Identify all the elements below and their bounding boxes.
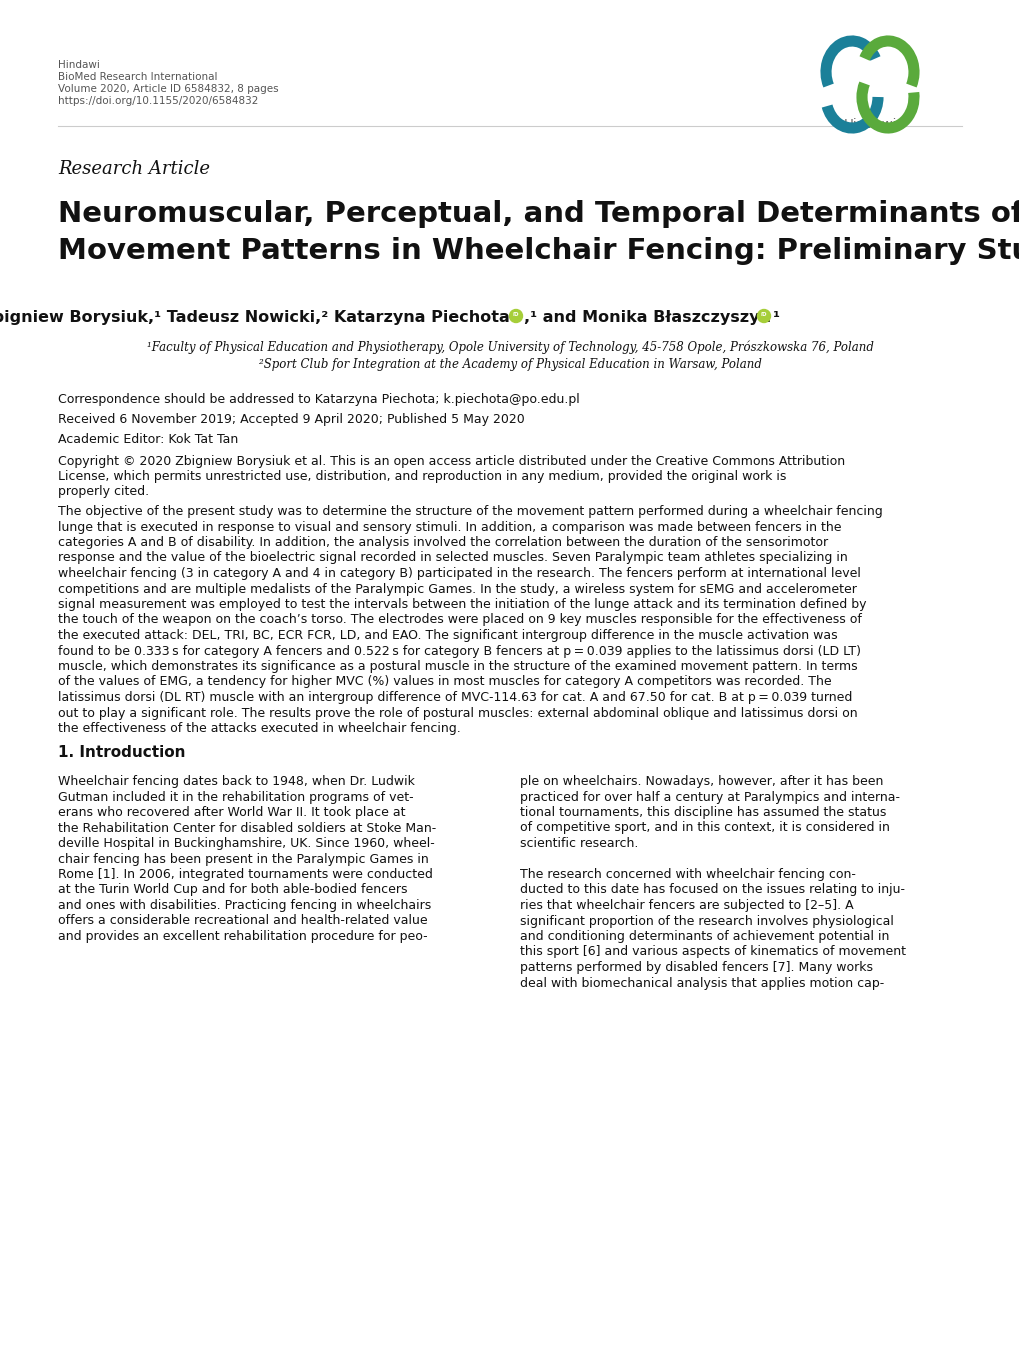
Text: tional tournaments, this discipline has assumed the status: tional tournaments, this discipline has …: [520, 806, 886, 819]
Text: and provides an excellent rehabilitation procedure for peo-: and provides an excellent rehabilitation…: [58, 930, 427, 942]
Text: deville Hospital in Buckinghamshire, UK. Since 1960, wheel-: deville Hospital in Buckinghamshire, UK.…: [58, 836, 434, 850]
Text: Wheelchair fencing dates back to 1948, when Dr. Ludwik: Wheelchair fencing dates back to 1948, w…: [58, 775, 415, 787]
Text: deal with biomechanical analysis that applies motion cap-: deal with biomechanical analysis that ap…: [520, 976, 883, 990]
Text: the effectiveness of the attacks executed in wheelchair fencing.: the effectiveness of the attacks execute…: [58, 722, 461, 734]
Text: offers a considerable recreational and health-related value: offers a considerable recreational and h…: [58, 914, 427, 928]
Text: the Rehabilitation Center for disabled soldiers at Stoke Man-: the Rehabilitation Center for disabled s…: [58, 821, 436, 835]
Text: the executed attack: DEL, TRI, BC, ECR FCR, LD, and EAO. The significant intergr: the executed attack: DEL, TRI, BC, ECR F…: [58, 628, 837, 642]
Text: Zbigniew Borysiuk,¹ Tadeusz Nowicki,² Katarzyna Piechota: Zbigniew Borysiuk,¹ Tadeusz Nowicki,² Ka…: [0, 310, 510, 325]
Text: and ones with disabilities. Practicing fencing in wheelchairs: and ones with disabilities. Practicing f…: [58, 899, 431, 913]
Circle shape: [757, 310, 769, 322]
Text: Academic Editor: Kok Tat Tan: Academic Editor: Kok Tat Tan: [58, 432, 238, 446]
Text: Research Article: Research Article: [58, 160, 210, 178]
Text: Rome [1]. In 2006, integrated tournaments were conducted: Rome [1]. In 2006, integrated tournament…: [58, 868, 432, 881]
Text: at the Turin World Cup and for both able-bodied fencers: at the Turin World Cup and for both able…: [58, 884, 408, 896]
Circle shape: [510, 310, 522, 322]
Text: chair fencing has been present in the Paralympic Games in: chair fencing has been present in the Pa…: [58, 853, 428, 865]
Text: ,¹ and Monika Błaszczyszyn: ,¹ and Monika Błaszczyszyn: [524, 310, 770, 325]
Text: Hindawi: Hindawi: [843, 118, 896, 131]
Text: properly cited.: properly cited.: [58, 486, 149, 498]
Text: categories A and B of disability. In addition, the analysis involved the correla: categories A and B of disability. In add…: [58, 536, 827, 549]
Text: iD: iD: [760, 313, 766, 317]
Text: https://doi.org/10.1155/2020/6584832: https://doi.org/10.1155/2020/6584832: [58, 97, 258, 106]
Text: The objective of the present study was to determine the structure of the movemen: The objective of the present study was t…: [58, 505, 881, 518]
Text: of the values of EMG, a tendency for higher MVC (%) values in most muscles for c: of the values of EMG, a tendency for hig…: [58, 676, 830, 688]
Text: ¹Faculty of Physical Education and Physiotherapy, Opole University of Technology: ¹Faculty of Physical Education and Physi…: [147, 340, 872, 354]
Text: practiced for over half a century at Paralympics and interna-: practiced for over half a century at Par…: [520, 790, 899, 804]
Text: this sport [6] and various aspects of kinematics of movement: this sport [6] and various aspects of ki…: [520, 945, 905, 959]
Text: lunge that is executed in response to visual and sensory stimuli. In addition, a: lunge that is executed in response to vi…: [58, 521, 841, 533]
Text: License, which permits unrestricted use, distribution, and reproduction in any m: License, which permits unrestricted use,…: [58, 471, 786, 483]
Text: and conditioning determinants of achievement potential in: and conditioning determinants of achieve…: [520, 930, 889, 942]
Text: ²Sport Club for Integration at the Academy of Physical Education in Warsaw, Pola: ²Sport Club for Integration at the Acade…: [258, 358, 761, 371]
Text: wheelchair fencing (3 in category A and 4 in category B) participated in the res: wheelchair fencing (3 in category A and …: [58, 567, 860, 579]
Text: the touch of the weapon on the coach’s torso. The electrodes were placed on 9 ke: the touch of the weapon on the coach’s t…: [58, 613, 861, 627]
Text: significant proportion of the research involves physiological: significant proportion of the research i…: [520, 914, 893, 928]
Text: latissimus dorsi (DL RT) muscle with an intergroup difference of MVC-114.63 for : latissimus dorsi (DL RT) muscle with an …: [58, 691, 852, 704]
Text: BioMed Research International: BioMed Research International: [58, 72, 217, 82]
Text: Volume 2020, Article ID 6584832, 8 pages: Volume 2020, Article ID 6584832, 8 pages: [58, 84, 278, 94]
Text: signal measurement was employed to test the intervals between the initiation of : signal measurement was employed to test …: [58, 598, 866, 611]
Text: ries that wheelchair fencers are subjected to [2–5]. A: ries that wheelchair fencers are subject…: [520, 899, 853, 913]
Text: The research concerned with wheelchair fencing con-: The research concerned with wheelchair f…: [520, 868, 855, 881]
Text: scientific research.: scientific research.: [520, 836, 638, 850]
Text: found to be 0.333 s for category A fencers and 0.522 s for category B fencers at: found to be 0.333 s for category A fence…: [58, 645, 860, 657]
Text: ple on wheelchairs. Nowadays, however, after it has been: ple on wheelchairs. Nowadays, however, a…: [520, 775, 882, 787]
Text: Neuromuscular, Perceptual, and Temporal Determinants of: Neuromuscular, Perceptual, and Temporal …: [58, 200, 1019, 228]
Text: 1. Introduction: 1. Introduction: [58, 745, 185, 760]
Text: iD: iD: [513, 313, 519, 317]
Text: Movement Patterns in Wheelchair Fencing: Preliminary Study: Movement Patterns in Wheelchair Fencing:…: [58, 237, 1019, 265]
Text: competitions and are multiple medalists of the Paralympic Games. In the study, a: competitions and are multiple medalists …: [58, 582, 856, 596]
Text: muscle, which demonstrates its significance as a postural muscle in the structur: muscle, which demonstrates its significa…: [58, 660, 857, 673]
Text: Gutman included it in the rehabilitation programs of vet-: Gutman included it in the rehabilitation…: [58, 790, 414, 804]
Text: of competitive sport, and in this context, it is considered in: of competitive sport, and in this contex…: [520, 821, 889, 835]
Text: erans who recovered after World War II. It took place at: erans who recovered after World War II. …: [58, 806, 406, 819]
Text: ducted to this date has focused on the issues relating to inju-: ducted to this date has focused on the i…: [520, 884, 904, 896]
Text: patterns performed by disabled fencers [7]. Many works: patterns performed by disabled fencers […: [520, 962, 872, 974]
Text: ¹: ¹: [771, 310, 779, 325]
Text: Received 6 November 2019; Accepted 9 April 2020; Published 5 May 2020: Received 6 November 2019; Accepted 9 Apr…: [58, 413, 524, 426]
Text: Hindawi: Hindawi: [58, 60, 100, 69]
Text: out to play a significant role. The results prove the role of postural muscles: : out to play a significant role. The resu…: [58, 706, 857, 719]
Text: Correspondence should be addressed to Katarzyna Piechota; k.piechota@po.edu.pl: Correspondence should be addressed to Ka…: [58, 393, 579, 407]
Text: Copyright © 2020 Zbigniew Borysiuk et al. This is an open access article distrib: Copyright © 2020 Zbigniew Borysiuk et al…: [58, 456, 845, 468]
Text: response and the value of the bioelectric signal recorded in selected muscles. S: response and the value of the bioelectri…: [58, 552, 847, 564]
